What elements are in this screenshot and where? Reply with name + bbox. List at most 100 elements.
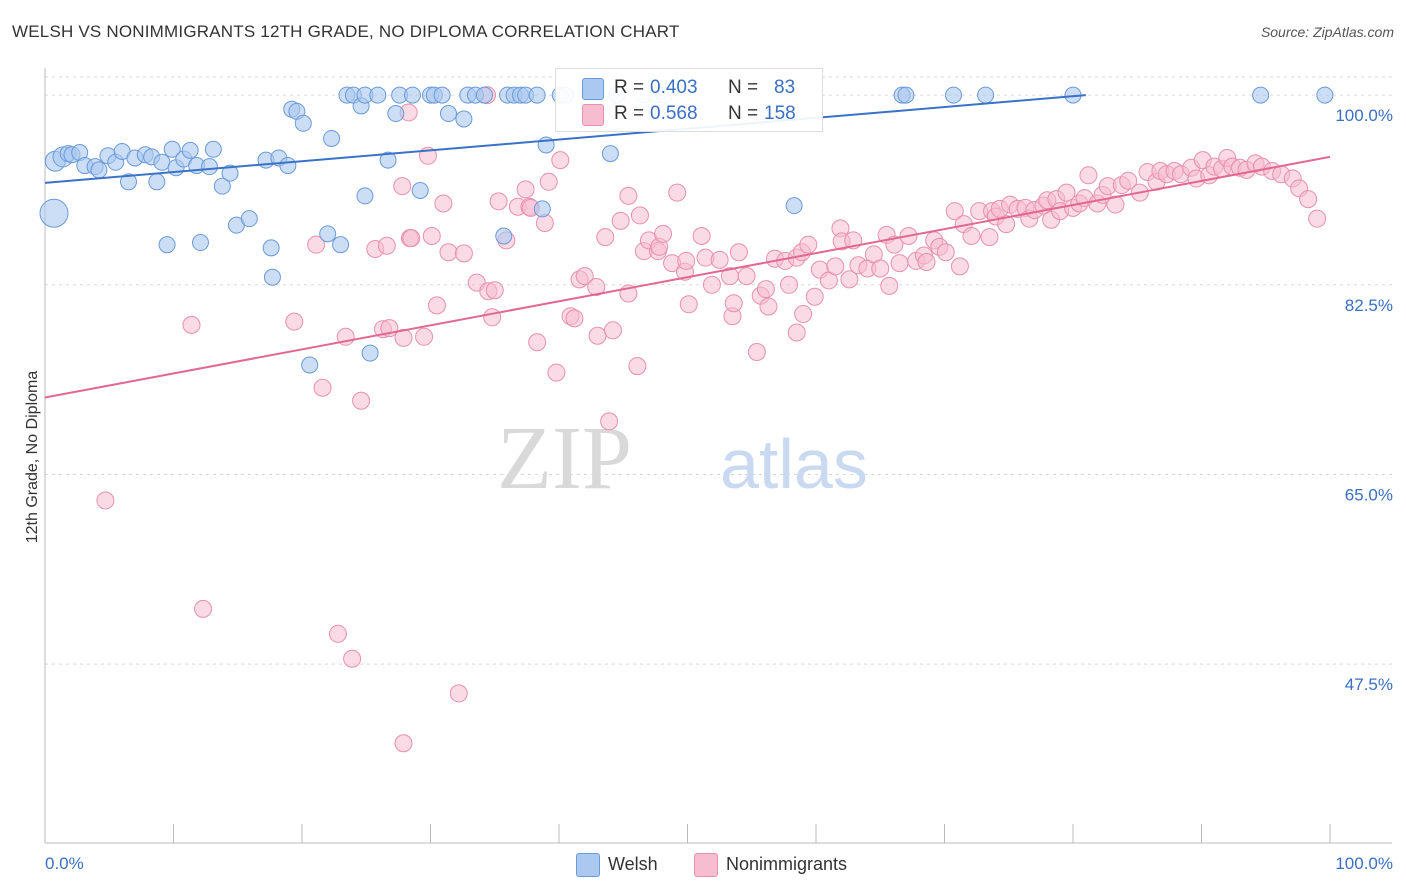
nonimmigrants-point <box>630 206 649 225</box>
nonimmigrants-point <box>1308 209 1327 228</box>
nonimmigrants-point <box>535 214 554 232</box>
welsh-point <box>977 86 995 104</box>
nonimmigrants-point <box>654 224 673 243</box>
nonimmigrants-point <box>702 275 721 294</box>
nonimmigrants-point <box>677 251 696 270</box>
nonimmigrants-trend-line <box>44 155 1331 399</box>
welsh-point <box>411 181 429 199</box>
watermark-atlas: atlas <box>720 425 868 503</box>
nonimmigrants-point <box>415 327 434 346</box>
nonimmigrants-point <box>600 412 619 431</box>
nonimmigrants-point <box>539 172 558 191</box>
nonimmigrants-point <box>997 215 1016 234</box>
welsh-trend-line <box>44 94 1086 184</box>
welsh-point <box>120 173 138 191</box>
axes <box>44 68 1392 844</box>
welsh-swatch <box>582 78 604 100</box>
legend-r-value: 0.403 <box>650 77 698 98</box>
nonimmigrants-point <box>551 151 570 170</box>
nonimmigrants-point <box>885 235 904 254</box>
welsh-point <box>39 198 69 228</box>
welsh-point <box>533 200 551 218</box>
welsh-point <box>944 86 962 104</box>
nonimmigrants-point <box>587 277 606 296</box>
nonimmigrants-point <box>668 183 687 202</box>
nonimmigrants-point <box>692 227 711 246</box>
welsh-point <box>475 86 493 104</box>
welsh-point <box>204 140 222 158</box>
nonimmigrants-point <box>194 599 213 618</box>
welsh-point <box>319 225 337 243</box>
nonimmigrants-point <box>628 357 647 376</box>
nonimmigrants-point <box>759 297 778 316</box>
source-credit: Source: ZipAtlas.com <box>1260 24 1394 40</box>
welsh-point <box>897 86 915 104</box>
welsh-point <box>213 177 231 195</box>
welsh-point <box>455 110 473 128</box>
welsh-point <box>601 145 619 163</box>
nonimmigrants-point <box>596 228 615 247</box>
nonimmigrants-point <box>394 734 413 753</box>
legend: R = 0.403 N = 83 R = 0.568 N = 158 <box>555 68 823 132</box>
nonimmigrants-point <box>724 294 743 313</box>
nonimmigrants-point <box>1057 183 1076 202</box>
nonimmigrants-point <box>962 227 981 246</box>
nonimmigrants-point <box>307 235 326 254</box>
nonimmigrants-point <box>1299 190 1318 209</box>
legend-n-value: 83 <box>774 77 796 98</box>
trend-lines <box>44 94 1331 399</box>
nonimmigrants-point <box>328 624 347 643</box>
welsh-point <box>433 86 451 104</box>
nonimmigrants-point <box>454 244 473 263</box>
nonimmigrants-point <box>96 491 115 510</box>
nonimmigrants-point <box>1079 166 1098 185</box>
welsh-point <box>1316 86 1334 104</box>
nonimmigrants-point <box>756 280 775 299</box>
nonimmigrants-point <box>588 326 607 345</box>
welsh-point <box>528 86 546 104</box>
nonimmigrants-point <box>1119 171 1138 190</box>
nonimmigrants-point <box>439 243 458 262</box>
bottom-legend-welsh-label: Welsh <box>608 854 658 874</box>
nonimmigrants-point <box>565 309 584 328</box>
welsh-point <box>240 210 258 228</box>
bottom-legend-nonimmigrants-label: Nonimmigrants <box>726 854 848 874</box>
nonimmigrants-point <box>528 333 547 352</box>
y-tick-label: 47.5% <box>1345 675 1393 694</box>
nonimmigrants-point <box>980 228 999 247</box>
nonimmigrants-points <box>96 86 1327 753</box>
nonimmigrants-point <box>313 378 332 397</box>
nonimmigrants-point <box>516 180 535 199</box>
nonimmigrants-point <box>182 315 201 334</box>
nonimmigrants-point <box>393 177 412 196</box>
welsh-point <box>361 344 379 362</box>
welsh-point <box>148 173 166 191</box>
welsh-point <box>158 236 176 254</box>
welsh-point <box>323 129 341 147</box>
welsh-point <box>1252 86 1270 104</box>
nonimmigrants-point <box>402 229 421 248</box>
nonimmigrants-point <box>890 254 909 273</box>
welsh-point <box>294 114 312 132</box>
nonimmigrants-point <box>945 202 964 221</box>
y-tick-label: 100.0% <box>1335 106 1393 125</box>
nonimmigrants-point <box>343 649 362 668</box>
welsh-point <box>221 164 239 182</box>
nonimmigrants-point <box>880 276 899 295</box>
nonimmigrants-point <box>619 186 638 205</box>
nonimmigrants-point <box>780 275 799 294</box>
nonimmigrants-point <box>483 308 502 327</box>
nonimmigrants-point <box>799 235 818 254</box>
welsh-point <box>181 141 199 159</box>
nonimmigrants-point <box>805 287 824 306</box>
legend-r-label: R = <box>614 77 645 98</box>
legend-r-label: R = <box>614 103 645 124</box>
nonimmigrants-point <box>679 295 698 314</box>
nonimmigrants-swatch <box>582 104 604 126</box>
welsh-swatch <box>576 853 600 877</box>
y-tick-label: 65.0% <box>1345 485 1393 504</box>
welsh-point <box>200 158 218 176</box>
tick-labels: 47.5% 65.0% 82.5% 100.0% 0.0% 100.0% <box>45 106 1393 873</box>
welsh-point <box>369 86 387 104</box>
